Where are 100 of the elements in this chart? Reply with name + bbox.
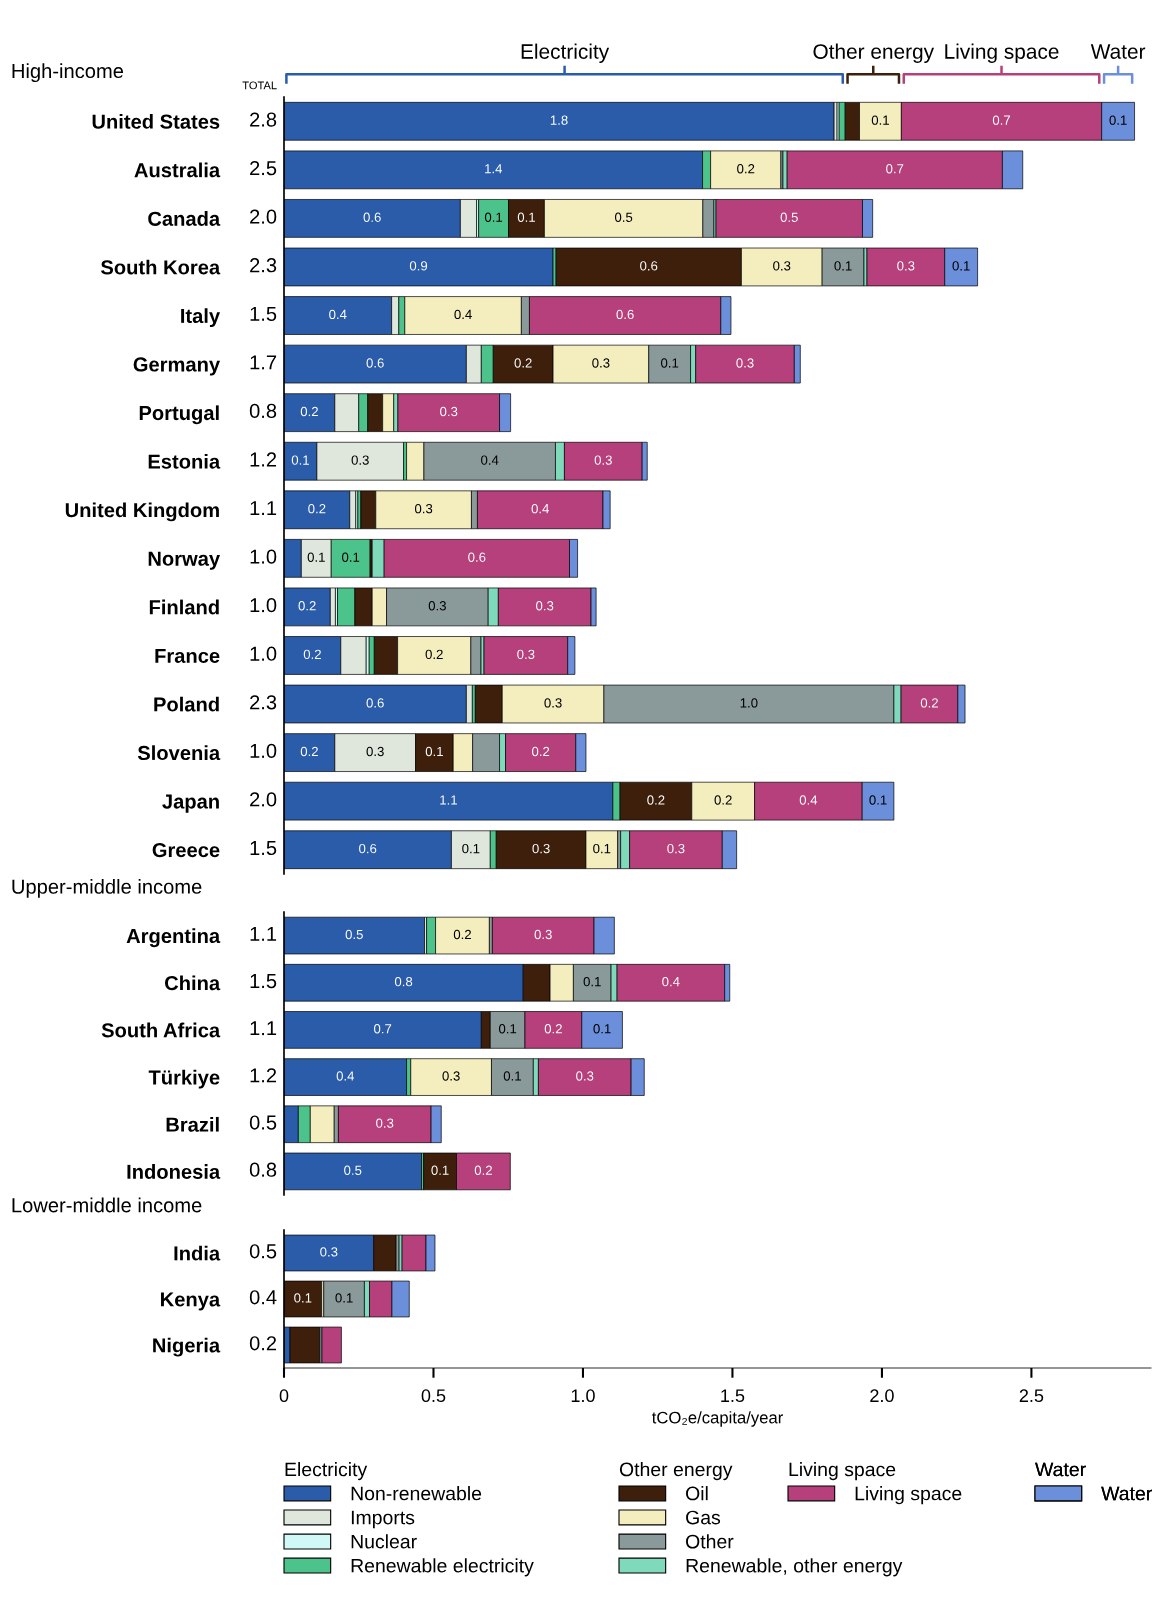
legend-label: Non-renewable: [351, 1486, 482, 1501]
data-label: 0.1: [661, 358, 679, 368]
data-label: 0.3: [517, 649, 535, 660]
text: Water: [1090, 44, 1146, 59]
text: Water: [1035, 1462, 1086, 1477]
data-label: 0.4: [329, 309, 347, 320]
x-tick-label: 2.0: [870, 1389, 894, 1403]
data-label: 0.3: [897, 261, 915, 271]
y-tick-label: Estonia: [148, 453, 221, 469]
data-label: 0.1: [307, 552, 325, 562]
data-label: 0.2: [737, 164, 755, 174]
data-label: 0.2: [298, 601, 316, 611]
data-label: 0.1: [335, 1293, 353, 1303]
total-label: 0.8: [249, 1162, 277, 1177]
y-tick-label: Indonesia: [127, 1164, 221, 1179]
y-tick-label: United Kingdom: [65, 502, 219, 522]
total-label: 2.0: [250, 792, 277, 807]
data-label: 0.8: [394, 976, 413, 987]
text: Other energy: [813, 43, 935, 64]
x-tick-label: 1.5: [721, 1389, 745, 1403]
y-tick-label: Norway: [148, 551, 221, 570]
data-label: 0.4: [481, 455, 499, 465]
data-label: 1.4: [485, 164, 503, 174]
total-label: 2.0: [250, 209, 277, 224]
data-label: 0.6: [366, 358, 384, 368]
data-label: 0.6: [640, 261, 658, 271]
data-label: 0.7: [886, 164, 904, 174]
text: Electricity: [521, 43, 610, 64]
data-label: 0.1: [593, 843, 611, 854]
data-label: 0.3: [442, 1071, 460, 1081]
x-tick-label: 0: [279, 1389, 289, 1403]
data-label: 0.7: [374, 1024, 392, 1034]
data-label: 0.1: [593, 1024, 611, 1034]
data-label: 0.2: [532, 746, 550, 757]
data-label: 0.2: [303, 649, 321, 660]
data-label: 0.9: [409, 261, 428, 271]
data-label: 0.2: [920, 698, 938, 708]
data-label: 0.3: [736, 358, 754, 368]
data-label: 0.3: [544, 698, 562, 708]
data-label: 0.3: [536, 601, 554, 611]
y-tick-label: United States: [92, 113, 220, 129]
total-label: 1.0: [250, 549, 277, 564]
y-tick-label: Canada: [148, 211, 221, 226]
bar: [321, 1326, 342, 1364]
bar: [323, 1280, 365, 1318]
y-tick-label: India: [174, 1245, 221, 1261]
data-label: 0.6: [366, 698, 384, 708]
total-label: 0.4: [249, 1290, 277, 1305]
total-label: 2.3: [250, 695, 277, 710]
total-label: 2.8: [250, 112, 277, 127]
data-label: 0.1: [834, 261, 852, 271]
data-label: 0.4: [799, 795, 818, 805]
y-tick-label: South Africa: [101, 1022, 221, 1038]
total-label: 1.5: [250, 306, 277, 321]
total-label: 1.5: [250, 841, 277, 856]
data-label: 0.1: [431, 1165, 449, 1175]
legend-label: Water: [1101, 1486, 1152, 1501]
data-label: 0.2: [425, 649, 443, 660]
data-label: 0.1: [1109, 115, 1127, 125]
legend-label: Living space: [855, 1486, 962, 1505]
data-label: 0.1: [517, 212, 535, 222]
y-tick-label: Brazil: [166, 1116, 219, 1132]
x-tick-label: 1.0: [571, 1389, 595, 1403]
y-tick-label: South Korea: [100, 259, 221, 275]
data-label: 0.4: [662, 976, 680, 987]
total-label: 1.2: [250, 452, 277, 467]
text: Other energy: [619, 1462, 733, 1481]
data-label: 0.1: [871, 115, 889, 125]
text: Lower-middle income: [12, 1197, 202, 1213]
total-label: 0.2: [249, 1336, 277, 1351]
legend-label: Gas: [686, 1510, 721, 1525]
y-tick-label: Portugal: [139, 405, 219, 425]
y-tick-label: Nigeria: [153, 1337, 221, 1357]
data-label: 0.1: [294, 1293, 312, 1303]
data-label: 0.2: [714, 795, 732, 805]
data-label: 0.1: [342, 552, 360, 562]
data-label: 0.1: [484, 212, 503, 222]
y-tick-label: China: [165, 975, 221, 991]
data-label: 1.0: [740, 698, 758, 708]
total-label: 1.0: [250, 646, 277, 661]
data-label: 0.6: [468, 552, 486, 562]
total-label: 1.1: [250, 926, 277, 941]
y-tick-label: Türkiye: [148, 1069, 220, 1089]
total-label: 0.5: [249, 1115, 277, 1130]
y-tick-label: France: [155, 648, 220, 663]
data-label: 0.5: [780, 212, 798, 222]
legend-label: Nuclear: [351, 1534, 417, 1549]
total-label: 1.0: [250, 743, 277, 758]
y-tick-label: Kenya: [161, 1292, 221, 1311]
legend-label: Oil: [686, 1486, 708, 1501]
data-label: 0.1: [583, 976, 601, 987]
data-label: 0.3: [594, 455, 612, 465]
total-label: 2.3: [250, 258, 277, 273]
data-label: 0.6: [359, 843, 377, 854]
text: Living space: [789, 1462, 896, 1481]
total-label: 0.8: [249, 403, 277, 419]
data-label: 0.3: [773, 261, 791, 271]
data-label: 0.1: [952, 261, 970, 271]
x-axis-title: tCO₂e/capita/year: [651, 1411, 783, 1427]
y-tick-label: Slovenia: [137, 745, 221, 761]
